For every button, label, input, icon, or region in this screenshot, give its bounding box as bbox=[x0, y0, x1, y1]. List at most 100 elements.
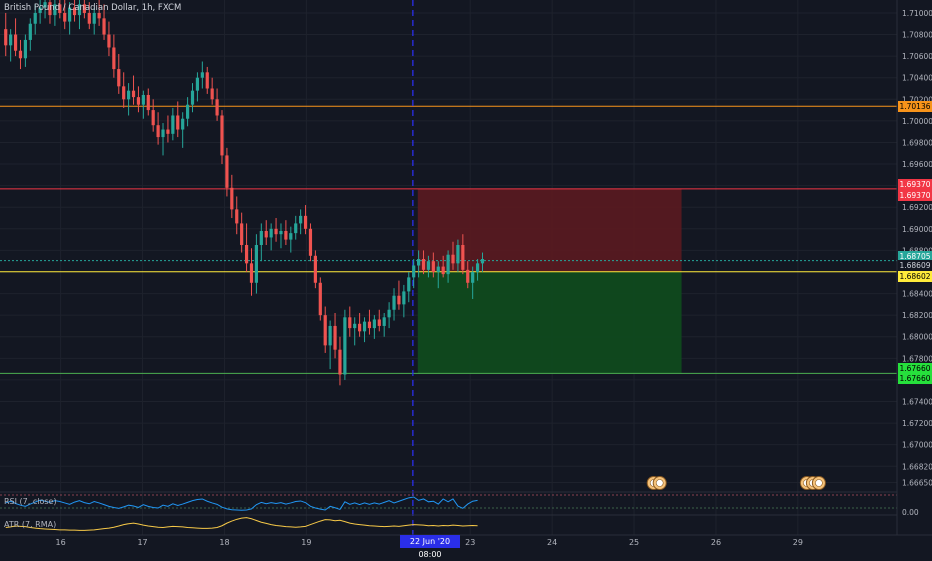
candle-body bbox=[210, 88, 214, 100]
candle-body bbox=[299, 215, 303, 224]
price-tag: 1.68609 bbox=[898, 260, 932, 271]
candle-body bbox=[230, 187, 234, 210]
candle bbox=[338, 336, 342, 386]
candle-body bbox=[426, 261, 431, 270]
candle-body bbox=[82, 4, 86, 13]
y-tick-label: 1.70000 bbox=[902, 117, 932, 126]
candle-body bbox=[176, 115, 180, 130]
event-badges[interactable] bbox=[646, 476, 826, 490]
candle bbox=[9, 29, 13, 62]
candle-body bbox=[18, 50, 23, 59]
cursor-date-label: 22 Jun '20 08:00 bbox=[400, 535, 460, 559]
candle-body bbox=[353, 323, 357, 329]
candle bbox=[122, 72, 126, 108]
candle-body bbox=[264, 230, 268, 238]
y-tick-label: 1.70800 bbox=[902, 31, 932, 40]
atr-line bbox=[5, 517, 478, 531]
candle bbox=[274, 218, 278, 242]
candle-body bbox=[392, 295, 396, 310]
candle bbox=[102, 4, 106, 40]
candle bbox=[279, 223, 283, 249]
candle-body bbox=[279, 230, 283, 235]
candle-body bbox=[92, 12, 96, 24]
candle bbox=[176, 101, 180, 138]
candle bbox=[235, 196, 239, 235]
candle bbox=[254, 234, 259, 294]
candle bbox=[4, 12, 8, 57]
candle bbox=[303, 205, 308, 235]
candle bbox=[181, 112, 185, 148]
candle-body bbox=[303, 215, 308, 229]
candle bbox=[264, 220, 268, 245]
candle-body bbox=[97, 12, 101, 19]
candle-body bbox=[466, 269, 470, 283]
candle bbox=[313, 250, 317, 289]
price-tag: 1.69370 bbox=[898, 178, 932, 190]
y-tick-label: 1.67200 bbox=[902, 419, 932, 428]
candle bbox=[146, 88, 150, 116]
candle bbox=[466, 261, 470, 289]
candle bbox=[117, 53, 121, 94]
candle-body bbox=[412, 265, 416, 278]
candle-body bbox=[343, 317, 347, 375]
candle-body bbox=[358, 323, 362, 332]
x-tick-label: 24 bbox=[547, 538, 557, 547]
candle bbox=[377, 309, 381, 332]
candle-body bbox=[308, 228, 313, 256]
candle-body bbox=[38, 7, 42, 13]
candle bbox=[190, 83, 195, 113]
candle-body bbox=[254, 245, 259, 283]
candle-body bbox=[372, 319, 376, 329]
candle-body bbox=[23, 39, 27, 59]
candle-body bbox=[461, 245, 465, 270]
candle-body bbox=[456, 245, 460, 264]
candle-body bbox=[402, 291, 406, 305]
price-tag: 1.68602 bbox=[898, 271, 932, 283]
candle-body bbox=[446, 254, 450, 275]
candle-body bbox=[362, 321, 367, 332]
candle bbox=[333, 312, 337, 359]
indicator-panes bbox=[0, 491, 932, 531]
rsi-line bbox=[5, 496, 478, 511]
candle bbox=[323, 306, 327, 353]
candle bbox=[426, 255, 431, 278]
candle-body bbox=[107, 34, 111, 48]
candle bbox=[475, 259, 480, 281]
candle bbox=[23, 34, 27, 67]
candle-body bbox=[225, 155, 229, 188]
candle-body bbox=[48, 2, 52, 16]
candle bbox=[215, 88, 219, 121]
candle bbox=[328, 320, 332, 370]
candle bbox=[412, 259, 416, 289]
candle bbox=[431, 252, 435, 278]
candle-body bbox=[146, 94, 150, 111]
price-tag: 1.67660 bbox=[898, 373, 932, 385]
x-tick-label: 16 bbox=[56, 538, 66, 547]
candle bbox=[53, 0, 57, 26]
y-tick-label: 1.69200 bbox=[902, 203, 932, 212]
candle-body bbox=[259, 230, 263, 245]
candle bbox=[185, 97, 190, 127]
candle bbox=[249, 248, 254, 296]
candle-body bbox=[117, 69, 121, 87]
candle bbox=[230, 174, 234, 219]
candle bbox=[166, 115, 170, 143]
candle bbox=[200, 61, 204, 89]
candle bbox=[82, 0, 86, 19]
rsi-label[interactable]: RSI (7, close) bbox=[4, 497, 57, 506]
candle-body bbox=[33, 12, 37, 24]
candle bbox=[294, 215, 298, 240]
candle-body bbox=[58, 4, 62, 13]
atr-label[interactable]: ATR (7, RMA) bbox=[4, 520, 57, 529]
candle bbox=[77, 0, 82, 30]
candle bbox=[407, 271, 411, 303]
candle-body bbox=[387, 309, 391, 318]
candle bbox=[210, 77, 214, 105]
candle-body bbox=[397, 295, 401, 305]
candle bbox=[72, 0, 77, 22]
candle bbox=[382, 312, 386, 337]
symbol-title[interactable]: British Pound / Canadian Dollar, 1h, FXC… bbox=[4, 3, 182, 13]
candle bbox=[441, 255, 445, 278]
candle bbox=[421, 250, 426, 275]
